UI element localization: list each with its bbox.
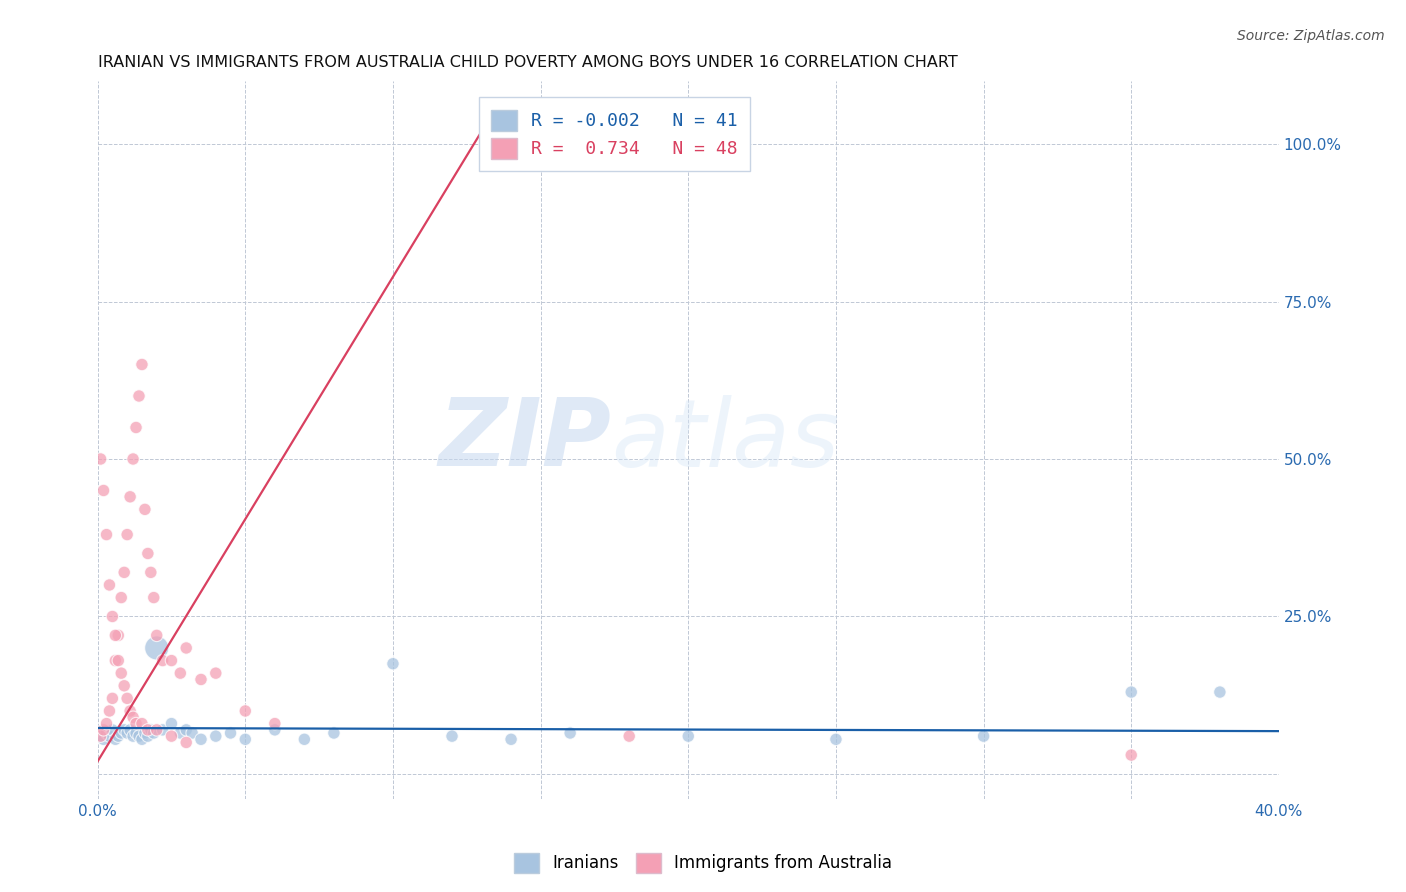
Point — [134, 726, 156, 740]
Point — [115, 527, 138, 541]
Point — [110, 666, 132, 681]
Point — [128, 729, 150, 743]
Point — [112, 679, 135, 693]
Point — [107, 729, 129, 743]
Point — [104, 732, 127, 747]
Point — [125, 726, 148, 740]
Point — [263, 723, 285, 737]
Point — [233, 732, 256, 747]
Point — [101, 609, 124, 624]
Point — [96, 527, 118, 541]
Point — [152, 654, 174, 668]
Point — [152, 723, 174, 737]
Point — [104, 654, 127, 668]
Point — [678, 729, 700, 743]
Point — [1209, 685, 1232, 699]
Point — [120, 490, 142, 504]
Point — [381, 657, 404, 671]
Point — [125, 420, 148, 434]
Point — [125, 716, 148, 731]
Text: Source: ZipAtlas.com: Source: ZipAtlas.com — [1237, 29, 1385, 43]
Point — [174, 735, 197, 749]
Point — [98, 729, 121, 743]
Point — [145, 723, 167, 737]
Point — [98, 578, 121, 592]
Point — [93, 483, 115, 498]
Point — [90, 452, 112, 467]
Point — [825, 732, 848, 747]
Point — [973, 729, 995, 743]
Point — [219, 726, 242, 740]
Point — [190, 732, 212, 747]
Point — [142, 726, 165, 740]
Legend: Iranians, Immigrants from Australia: Iranians, Immigrants from Australia — [508, 847, 898, 880]
Point — [145, 628, 167, 642]
Point — [204, 729, 226, 743]
Point — [131, 358, 153, 372]
Point — [122, 452, 145, 467]
Point — [112, 723, 135, 737]
Point — [101, 723, 124, 737]
Point — [1121, 747, 1143, 762]
Text: IRANIAN VS IMMIGRANTS FROM AUSTRALIA CHILD POVERTY AMONG BOYS UNDER 16 CORRELATI: IRANIAN VS IMMIGRANTS FROM AUSTRALIA CHI… — [97, 55, 957, 70]
Point — [115, 691, 138, 706]
Point — [501, 732, 523, 747]
Point — [101, 691, 124, 706]
Point — [441, 729, 464, 743]
Point — [160, 716, 183, 731]
Text: ZIP: ZIP — [439, 394, 612, 486]
Point — [169, 666, 191, 681]
Point — [122, 729, 145, 743]
Point — [139, 566, 162, 580]
Legend: R = -0.002   N = 41, R =  0.734   N = 48: R = -0.002 N = 41, R = 0.734 N = 48 — [479, 97, 751, 171]
Point — [136, 723, 159, 737]
Point — [98, 704, 121, 718]
Text: atlas: atlas — [612, 394, 839, 485]
Point — [110, 726, 132, 740]
Point — [122, 710, 145, 724]
Point — [107, 628, 129, 642]
Point — [142, 591, 165, 605]
Point — [1121, 685, 1143, 699]
Point — [160, 654, 183, 668]
Point — [174, 723, 197, 737]
Point — [131, 732, 153, 747]
Point — [322, 726, 344, 740]
Point — [292, 732, 315, 747]
Point — [104, 628, 127, 642]
Point — [619, 729, 641, 743]
Point — [136, 546, 159, 560]
Point — [90, 729, 112, 743]
Point — [169, 726, 191, 740]
Point — [174, 640, 197, 655]
Point — [128, 389, 150, 403]
Point — [110, 591, 132, 605]
Point — [160, 729, 183, 743]
Point — [190, 673, 212, 687]
Point — [120, 723, 142, 737]
Point — [112, 566, 135, 580]
Point — [139, 723, 162, 737]
Point — [131, 716, 153, 731]
Point — [107, 654, 129, 668]
Point — [136, 729, 159, 743]
Point — [90, 729, 112, 743]
Point — [120, 704, 142, 718]
Point — [204, 666, 226, 681]
Point — [560, 726, 582, 740]
Point — [263, 716, 285, 731]
Point — [96, 716, 118, 731]
Point — [115, 726, 138, 740]
Point — [233, 704, 256, 718]
Point — [134, 502, 156, 516]
Point — [181, 726, 204, 740]
Point — [93, 732, 115, 747]
Point — [93, 723, 115, 737]
Point — [96, 726, 118, 740]
Point — [145, 640, 167, 655]
